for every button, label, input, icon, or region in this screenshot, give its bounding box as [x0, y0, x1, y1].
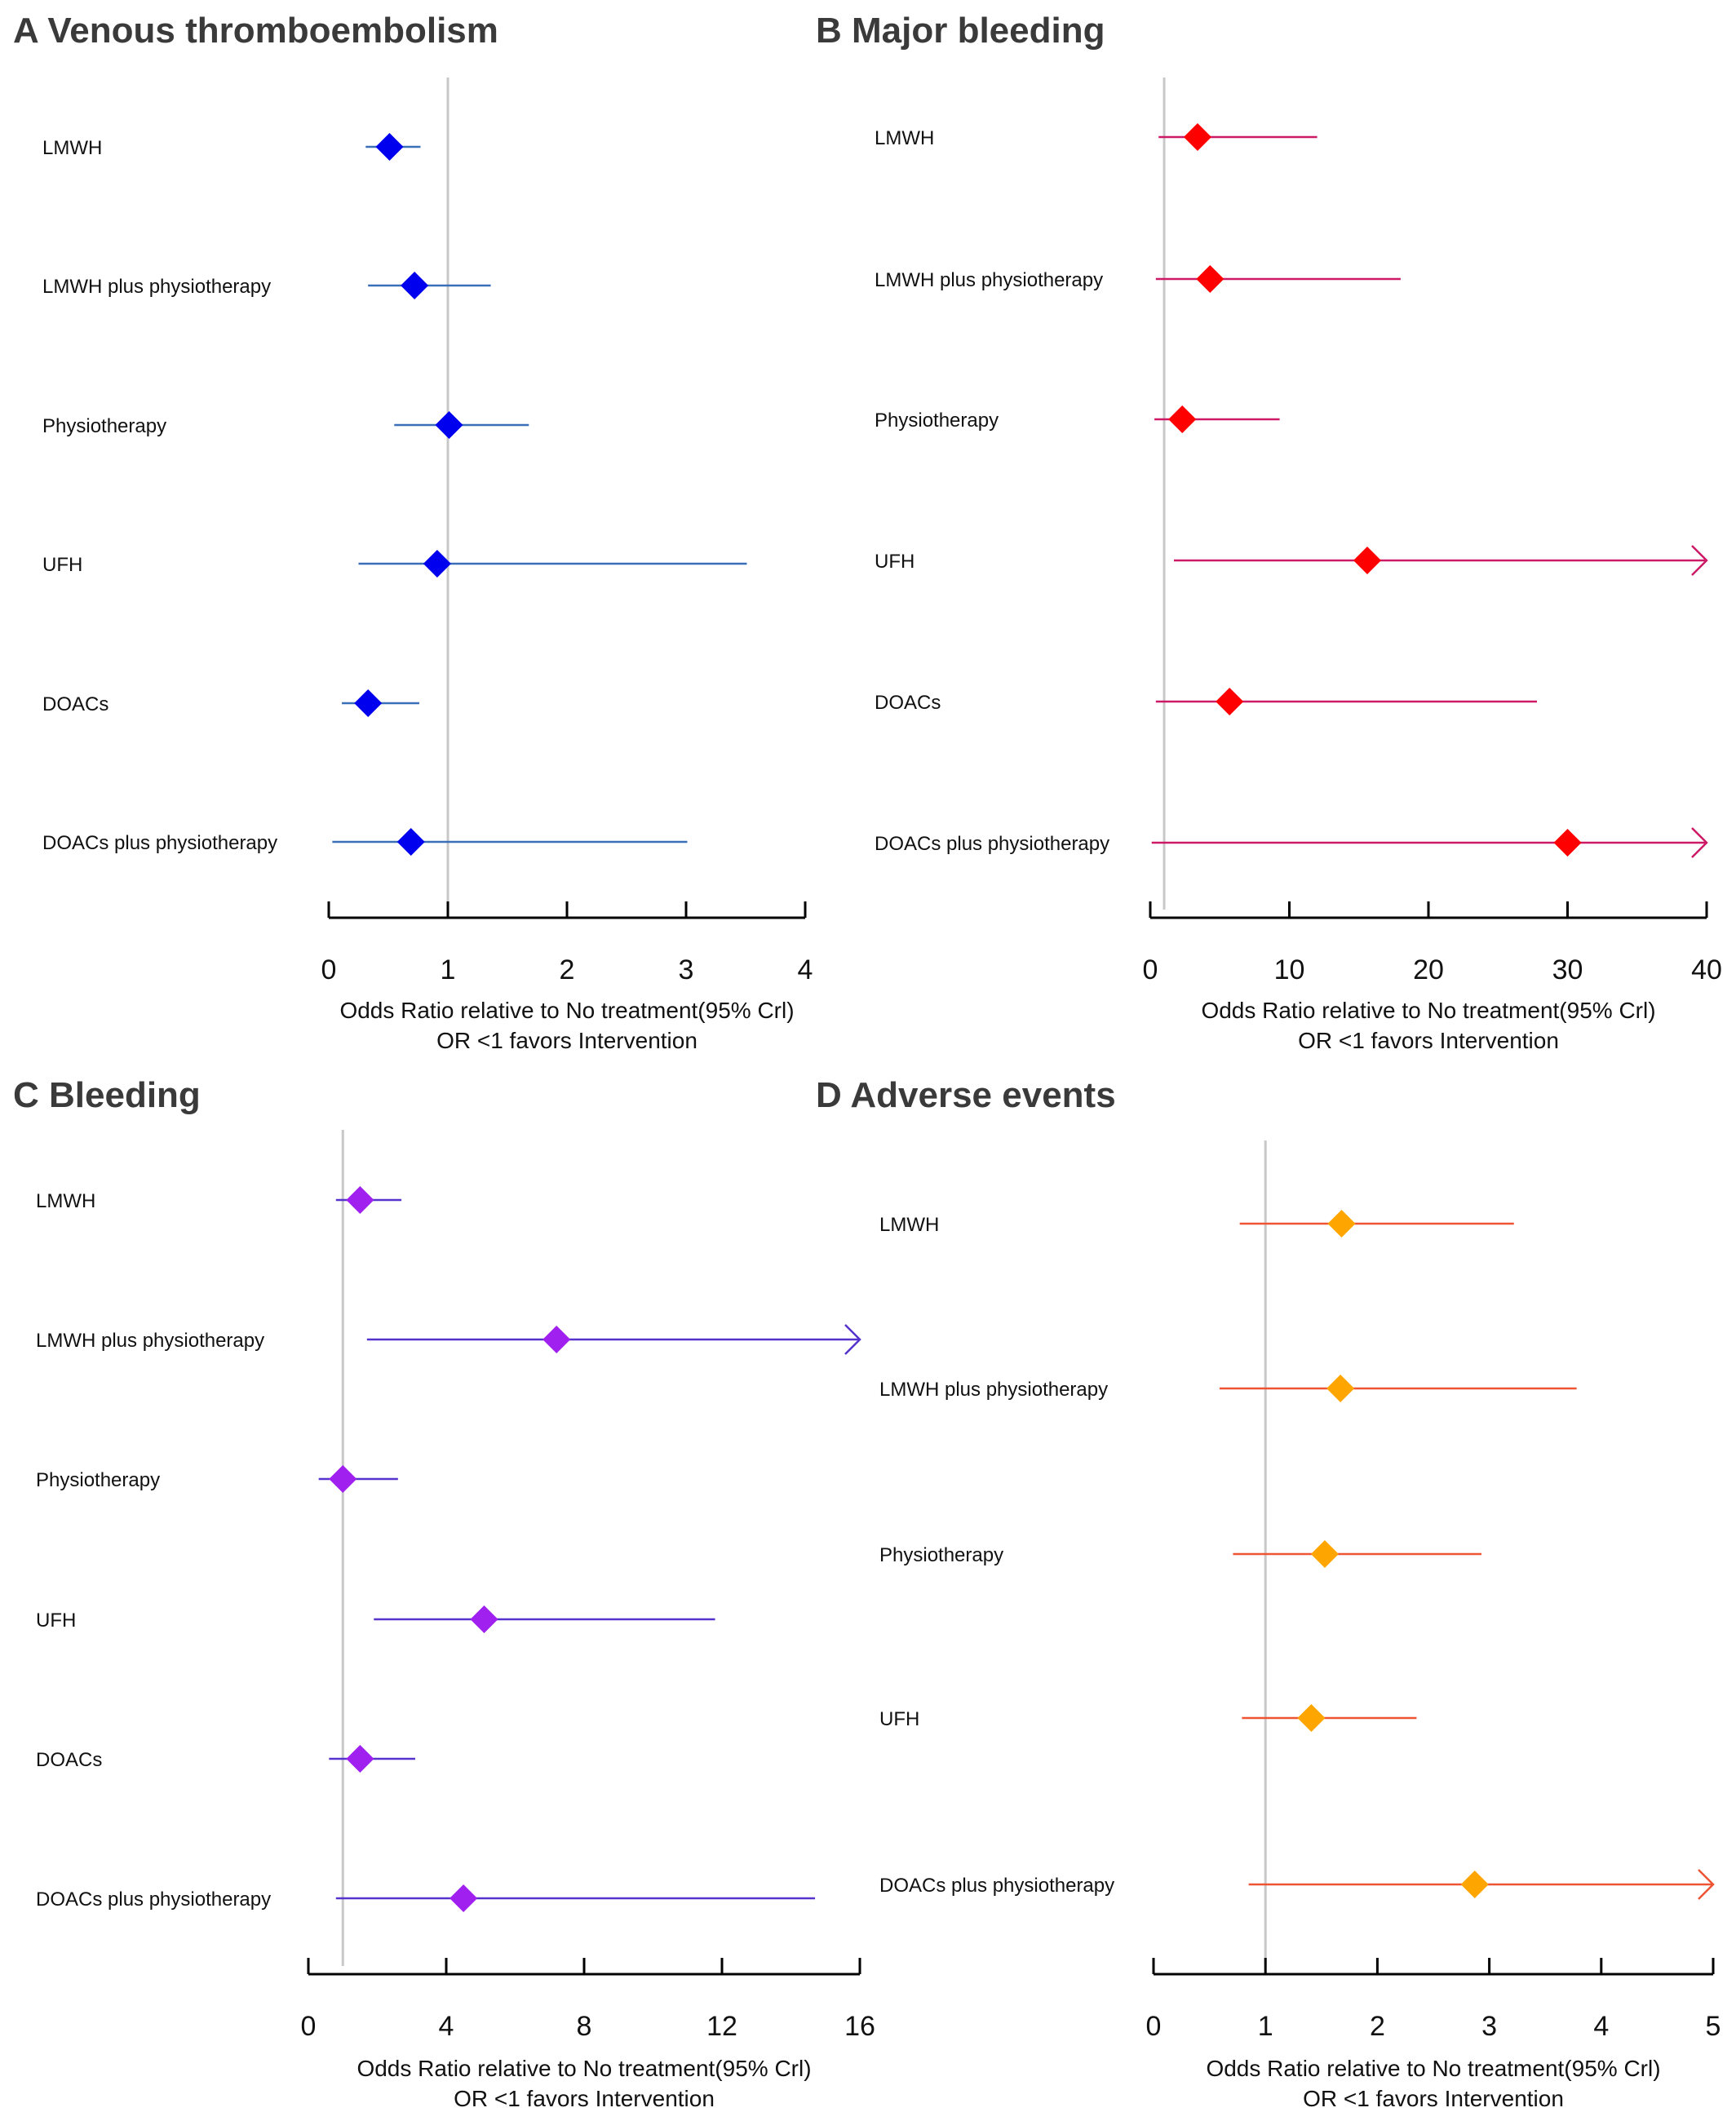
ci-arrow — [1691, 827, 1708, 858]
point-estimate-diamond — [1310, 1540, 1339, 1568]
x-tick-label: 0 — [1146, 2011, 1162, 2042]
point-estimate-diamond — [401, 272, 429, 299]
point-estimate-diamond — [396, 828, 425, 856]
point-estimate-diamond — [346, 1186, 374, 1214]
point-estimate-diamond — [1297, 1704, 1326, 1732]
panel-title: C Bleeding — [13, 1075, 201, 1115]
x-axis-label: Odds Ratio relative to No treatment(95% … — [1201, 998, 1655, 1023]
ci-arrow — [844, 1324, 861, 1355]
row-label: DOACs — [42, 693, 108, 715]
row-label: LMWH plus physiotherapy — [36, 1330, 264, 1352]
x-tick-label: 40 — [1691, 954, 1722, 985]
point-estimate-diamond — [1327, 1210, 1356, 1238]
row-label: Physiotherapy — [875, 410, 999, 432]
row-label: UFH — [879, 1708, 919, 1730]
x-tick-label: 30 — [1552, 954, 1583, 985]
row-label: DOACs — [875, 692, 941, 714]
x-axis-sublabel: OR <1 favors Intervention — [436, 1028, 698, 1053]
row-label: LMWH — [879, 1214, 939, 1236]
row-label: LMWH plus physiotherapy — [879, 1379, 1108, 1401]
x-axis-sublabel: OR <1 favors Intervention — [454, 2086, 715, 2111]
panel-title: A Venous thromboembolism — [13, 11, 498, 51]
x-axis-label: Odds Ratio relative to No treatment(95% … — [356, 2056, 811, 2081]
x-tick-label: 20 — [1413, 954, 1444, 985]
x-axis-label: Odds Ratio relative to No treatment(95% … — [339, 998, 794, 1023]
x-axis-sublabel: OR <1 favors Intervention — [1298, 1028, 1559, 1053]
panel-a: A Venous thromboembolism LMWH LMWH plus ph… — [13, 11, 813, 1053]
point-estimate-diamond — [423, 550, 451, 578]
x-tick-label: 4 — [1593, 2011, 1609, 2042]
ci-arrow — [1698, 1869, 1715, 1900]
x-tick-label: 1 — [1258, 2011, 1273, 2042]
row-label: DOACs — [36, 1749, 102, 1771]
row-label: LMWH — [875, 127, 934, 149]
row-label: LMWH — [42, 137, 102, 159]
row-label: UFH — [36, 1610, 76, 1632]
panel-c: C Bleeding LMWH LMWH plus physiotherapy Phy… — [13, 1075, 875, 2111]
row-label: DOACs plus physiotherapy — [36, 1889, 271, 1911]
x-tick-label: 5 — [1706, 2011, 1721, 2042]
x-tick-label: 2 — [1370, 2011, 1385, 2042]
point-estimate-diamond — [435, 411, 463, 439]
point-estimate-diamond — [1460, 1871, 1489, 1898]
x-tick-label: 0 — [321, 954, 337, 985]
row-label: Physiotherapy — [879, 1544, 1003, 1566]
point-estimate-diamond — [450, 1884, 478, 1912]
x-tick-label: 1 — [441, 954, 456, 985]
row-label: DOACs plus physiotherapy — [875, 833, 1109, 855]
point-estimate-diamond — [346, 1745, 374, 1773]
row-label: UFH — [875, 551, 914, 573]
point-estimate-diamond — [1183, 123, 1211, 151]
x-axis-sublabel: OR <1 favors Intervention — [1303, 2086, 1564, 2111]
x-tick-label: 2 — [560, 954, 575, 985]
x-tick-label: 0 — [301, 2011, 317, 2042]
x-tick-label: 3 — [679, 954, 694, 985]
point-estimate-diamond — [1326, 1375, 1355, 1402]
point-estimate-diamond — [1553, 829, 1582, 857]
row-label: Physiotherapy — [42, 415, 166, 437]
row-label: DOACs plus physiotherapy — [879, 1875, 1114, 1897]
row-label: LMWH plus physiotherapy — [875, 269, 1103, 291]
point-estimate-diamond — [1353, 547, 1381, 574]
point-estimate-diamond — [1168, 405, 1197, 433]
x-tick-label: 16 — [844, 2011, 875, 2042]
row-label: Physiotherapy — [36, 1469, 160, 1491]
ci-arrow — [1691, 545, 1708, 576]
panel-b: B Major bleeding LMWH LMWH plus physiother… — [816, 11, 1722, 1053]
x-tick-label: 3 — [1481, 2011, 1497, 2042]
point-estimate-diamond — [470, 1605, 498, 1633]
row-label: DOACs plus physiotherapy — [42, 832, 277, 854]
point-estimate-diamond — [1196, 265, 1224, 293]
point-estimate-diamond — [329, 1465, 357, 1493]
x-tick-label: 0 — [1143, 954, 1158, 985]
x-tick-label: 4 — [798, 954, 813, 985]
x-tick-label: 8 — [577, 2011, 592, 2042]
panel-title: B Major bleeding — [816, 11, 1105, 51]
x-tick-label: 10 — [1274, 954, 1305, 985]
row-label: LMWH — [36, 1190, 95, 1212]
point-estimate-diamond — [375, 133, 404, 161]
point-estimate-diamond — [1216, 688, 1244, 715]
row-label: UFH — [42, 554, 82, 576]
x-axis-label: Odds Ratio relative to No treatment(95% … — [1206, 2056, 1660, 2081]
x-tick-label: 4 — [439, 2011, 454, 2042]
x-tick-label: 12 — [706, 2011, 737, 2042]
point-estimate-diamond — [354, 689, 383, 717]
panel-d: D Adverse events LMWH LMWH plus physiother… — [816, 1075, 1720, 2111]
point-estimate-diamond — [542, 1326, 571, 1353]
row-label: LMWH plus physiotherapy — [42, 276, 271, 298]
panel-title: D Adverse events — [816, 1075, 1116, 1115]
